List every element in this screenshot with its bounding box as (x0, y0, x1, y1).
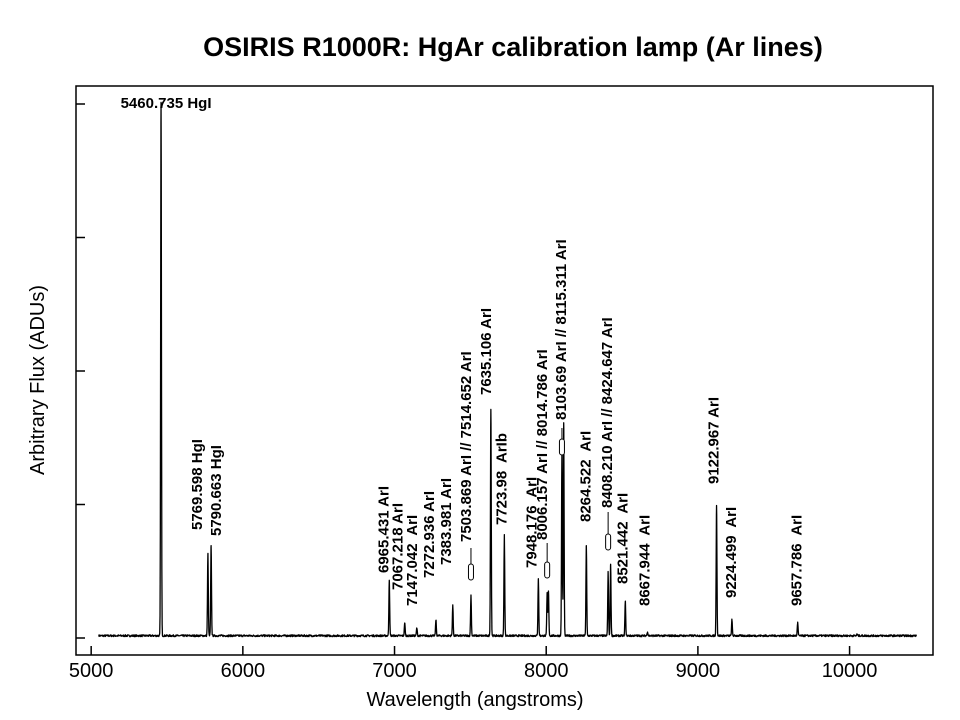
x-tick-label-4: 9000 (676, 660, 721, 682)
line-label-10: 7723.98 ArIb (493, 433, 510, 525)
x-tick-label-0: 5000 (69, 660, 114, 682)
line-label-14: 8264.522 ArI (577, 431, 594, 522)
line-label-8: 7503.869 ArI // 7514.652 ArI (458, 351, 475, 542)
blend-marker-cap-3 (605, 533, 612, 551)
x-tick-label-2: 7000 (372, 660, 417, 682)
line-label-12: 8006.157 ArI // 8014.786 ArI (534, 349, 551, 540)
line-label-11: 7948.176 ArI (523, 477, 540, 568)
line-label-19: 9224.499 ArI (723, 507, 740, 598)
x-tick-label-3: 8000 (524, 660, 569, 682)
line-label-20: 9657.786 ArI (789, 515, 806, 606)
line-label-17: 8667.944 ArI (637, 515, 654, 606)
x-axis-label: Wavelength (angstroms) (366, 689, 583, 711)
y-axis-label: Arbitrary Flux (ADUs) (27, 285, 49, 475)
line-label-0: 5460.735 HgI (121, 95, 212, 112)
line-label-18: 9122.967 ArI (706, 397, 723, 484)
x-tick-label-5: 10000 (822, 660, 878, 682)
line-annotations: 5460.735 HgI 5769.598 HgI 5790.663 HgI 6965… (121, 95, 806, 606)
x-axis-ticks: 5000 6000 7000 8000 9000 10000 (69, 646, 877, 682)
blend-markers (467, 428, 612, 581)
line-label-3: 6965.431 ArI (375, 486, 392, 573)
line-label-7: 7383.981 ArI (438, 478, 455, 565)
line-label-16: 8521.442 ArI (614, 493, 631, 584)
line-label-1: 5769.598 HgI (189, 439, 206, 530)
line-label-5: 7147.042 ArI (404, 515, 421, 606)
line-label-2: 5790.663 HgI (208, 445, 225, 536)
line-label-13: 8103.69 ArI // 8115.311 ArI (553, 239, 570, 420)
line-label-4: 7067.218 ArI (390, 503, 407, 590)
y-axis-ticks (76, 103, 85, 639)
x-tick-label-1: 6000 (221, 660, 266, 682)
blend-marker-cap-1 (544, 561, 551, 579)
line-label-9: 7635.106 ArI (478, 308, 495, 395)
chart-title: OSIRIS R1000R: HgAr calibration lamp (Ar… (203, 32, 823, 62)
line-label-15: 8408.210 ArI // 8424.647 ArI (599, 317, 616, 508)
spectrum-line (98, 101, 917, 638)
blend-marker-cap-2 (558, 438, 565, 456)
blend-marker-cap-0 (467, 563, 474, 581)
line-label-6: 7272.936 ArI (421, 491, 438, 578)
